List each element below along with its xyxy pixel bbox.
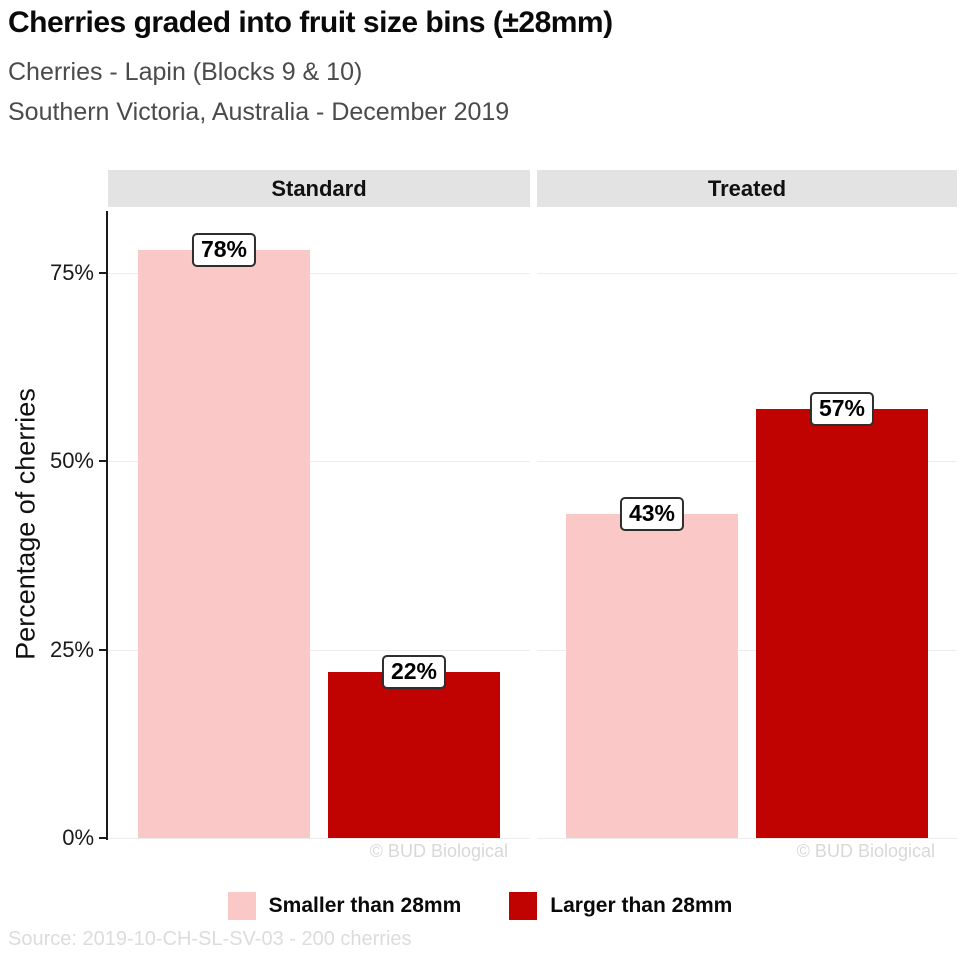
chart-title: Cherries graded into fruit size bins (±2… bbox=[8, 6, 613, 39]
y-axis-tick-50 bbox=[99, 460, 106, 463]
bar-value-label-treated-larger-than-28mm: 57% bbox=[809, 391, 875, 426]
legend-swatch-smaller-than-28mm bbox=[227, 892, 256, 920]
gridline-50pct bbox=[537, 461, 957, 463]
gridline-75pct bbox=[108, 273, 530, 274]
chart-subtitle-line2: Southern Victoria, Australia - December … bbox=[8, 98, 510, 126]
watermark: © BUD Biological bbox=[369, 841, 508, 861]
legend-label: Larger than 28mm bbox=[550, 894, 733, 917]
source-note: Source: 2019-10-CH-SL-SV-03 - 200 cherri… bbox=[8, 928, 412, 950]
gridline-0pct bbox=[108, 838, 530, 839]
gridline-25pct bbox=[537, 649, 957, 651]
y-axis-title: Percentage of cherries bbox=[10, 388, 41, 660]
legend-item-smaller-than-28mm: Smaller than 28mm bbox=[227, 892, 462, 920]
bar-standard-larger-than-28mm bbox=[328, 672, 500, 838]
legend-swatch-larger-than-28mm bbox=[509, 892, 538, 920]
bar-standard-smaller-than-28mm bbox=[138, 250, 310, 838]
watermark: © BUD Biological bbox=[796, 841, 935, 861]
legend-label: Smaller than 28mm bbox=[268, 894, 462, 917]
facet-strip-treated: Treated bbox=[537, 170, 957, 207]
facet-strip-standard: Standard bbox=[108, 170, 530, 207]
gridline-25pct bbox=[108, 649, 530, 651]
bar-value-label-standard-smaller-than-28mm: 78% bbox=[191, 233, 257, 268]
y-axis-tick-25 bbox=[99, 648, 106, 651]
chart-subtitle-line1: Cherries - Lapin (Blocks 9 & 10) bbox=[8, 58, 363, 86]
y-axis-tick-label-50: 50% bbox=[49, 448, 94, 474]
bar-treated-larger-than-28mm bbox=[756, 408, 928, 838]
bar-value-label-treated-smaller-than-28mm: 43% bbox=[619, 497, 685, 532]
bar-value-label-standard-larger-than-28mm: 22% bbox=[381, 655, 447, 690]
gridline-0pct bbox=[537, 838, 957, 839]
gridline-50pct bbox=[108, 461, 530, 463]
y-axis-tick-label-25: 25% bbox=[49, 636, 94, 662]
y-axis-tick-75 bbox=[99, 272, 106, 274]
gridline-75pct bbox=[537, 273, 957, 274]
y-axis-tick-0 bbox=[99, 837, 106, 839]
legend-item-larger-than-28mm: Larger than 28mm bbox=[509, 892, 732, 920]
legend: Smaller than 28mm Larger than 28mm bbox=[0, 892, 960, 920]
bar-treated-smaller-than-28mm bbox=[566, 514, 738, 838]
y-axis-tick-label-75: 75% bbox=[49, 260, 94, 285]
y-axis-tick-label-0: 0% bbox=[62, 825, 94, 850]
y-axis-line bbox=[106, 211, 108, 840]
